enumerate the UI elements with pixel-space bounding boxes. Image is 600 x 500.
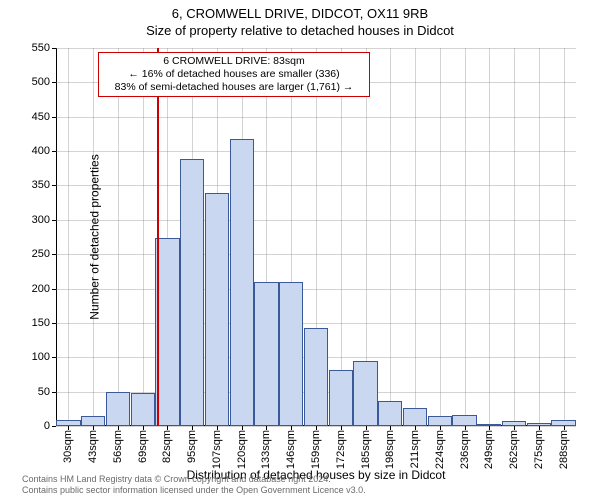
ytick-label: 50 [38, 386, 50, 398]
ytick [52, 323, 56, 324]
property-marker-line [157, 48, 159, 426]
bar [329, 370, 353, 426]
ytick-label: 350 [32, 179, 50, 191]
bar [81, 416, 105, 426]
bar [205, 193, 229, 426]
xtick-label: 30sqm [62, 430, 74, 463]
footer-license: Contains HM Land Registry data © Crown c… [22, 474, 366, 496]
ytick [52, 289, 56, 290]
y-axis [56, 48, 57, 426]
gridline-v [440, 48, 441, 426]
bar [279, 282, 303, 426]
gridline-v [118, 48, 119, 426]
ytick-label: 500 [32, 76, 50, 88]
bar [452, 415, 476, 426]
gridline-v [514, 48, 515, 426]
xtick-label: 211sqm [409, 430, 421, 468]
ytick [52, 48, 56, 49]
bar [378, 401, 402, 426]
gridline-v [390, 48, 391, 426]
xtick-label: 185sqm [360, 430, 372, 469]
bar [428, 416, 452, 426]
xtick-label: 288sqm [558, 430, 570, 469]
bar [230, 139, 254, 426]
xtick-label: 249sqm [483, 430, 495, 469]
xtick-label: 198sqm [384, 430, 396, 469]
ytick [52, 82, 56, 83]
ytick [52, 254, 56, 255]
chart-title-sub: Size of property relative to detached ho… [0, 21, 600, 38]
xtick-label: 172sqm [335, 430, 347, 469]
gridline-v [465, 48, 466, 426]
ytick [52, 357, 56, 358]
chart-title-main: 6, CROMWELL DRIVE, DIDCOT, OX11 9RB [0, 0, 600, 21]
ytick-label: 100 [32, 351, 50, 363]
annotation-line: 83% of semi-detached houses are larger (… [105, 81, 363, 94]
ytick [52, 185, 56, 186]
ytick-label: 300 [32, 214, 50, 226]
xtick-label: 56sqm [112, 430, 124, 463]
annotation-box: 6 CROMWELL DRIVE: 83sqm← 16% of detached… [98, 52, 370, 97]
ytick-label: 150 [32, 317, 50, 329]
gridline-v [143, 48, 144, 426]
ytick [52, 426, 56, 427]
gridline-v [539, 48, 540, 426]
footer-line-1: Contains HM Land Registry data © Crown c… [22, 474, 366, 485]
bar [106, 392, 130, 426]
bar [304, 328, 328, 426]
plot-surface: 05010015020025030035040045050055030sqm43… [56, 48, 576, 426]
xtick-label: 236sqm [459, 430, 471, 469]
ytick [52, 220, 56, 221]
bar [353, 361, 377, 426]
bar [254, 282, 278, 426]
xtick-label: 224sqm [434, 430, 446, 469]
xtick-label: 43sqm [87, 430, 99, 463]
chart-plot-area: 05010015020025030035040045050055030sqm43… [56, 48, 576, 426]
ytick-label: 0 [44, 420, 50, 432]
ytick-label: 250 [32, 248, 50, 260]
xtick-label: 69sqm [137, 430, 149, 463]
bar [131, 393, 155, 426]
xtick-label: 107sqm [211, 430, 223, 469]
gridline-v [564, 48, 565, 426]
gridline-v [489, 48, 490, 426]
xtick-label: 133sqm [260, 430, 272, 469]
footer-line-2: Contains public sector information licen… [22, 485, 366, 496]
xtick-label: 159sqm [310, 430, 322, 469]
ytick [52, 151, 56, 152]
xtick-label: 275sqm [533, 430, 545, 469]
ytick [52, 392, 56, 393]
xtick-label: 146sqm [285, 430, 297, 469]
bar [403, 408, 427, 426]
ytick [52, 117, 56, 118]
ytick-label: 550 [32, 42, 50, 54]
gridline-v [68, 48, 69, 426]
ytick-label: 400 [32, 145, 50, 157]
ytick-label: 200 [32, 283, 50, 295]
bar [180, 159, 204, 426]
ytick-label: 450 [32, 111, 50, 123]
xtick-label: 82sqm [161, 430, 173, 463]
xtick-label: 95sqm [186, 430, 198, 463]
y-axis-label: Number of detached properties [88, 154, 102, 319]
xtick-label: 120sqm [236, 430, 248, 469]
gridline-v [415, 48, 416, 426]
annotation-line: 6 CROMWELL DRIVE: 83sqm [105, 55, 363, 68]
annotation-line: ← 16% of detached houses are smaller (33… [105, 68, 363, 81]
xtick-label: 262sqm [508, 430, 520, 469]
